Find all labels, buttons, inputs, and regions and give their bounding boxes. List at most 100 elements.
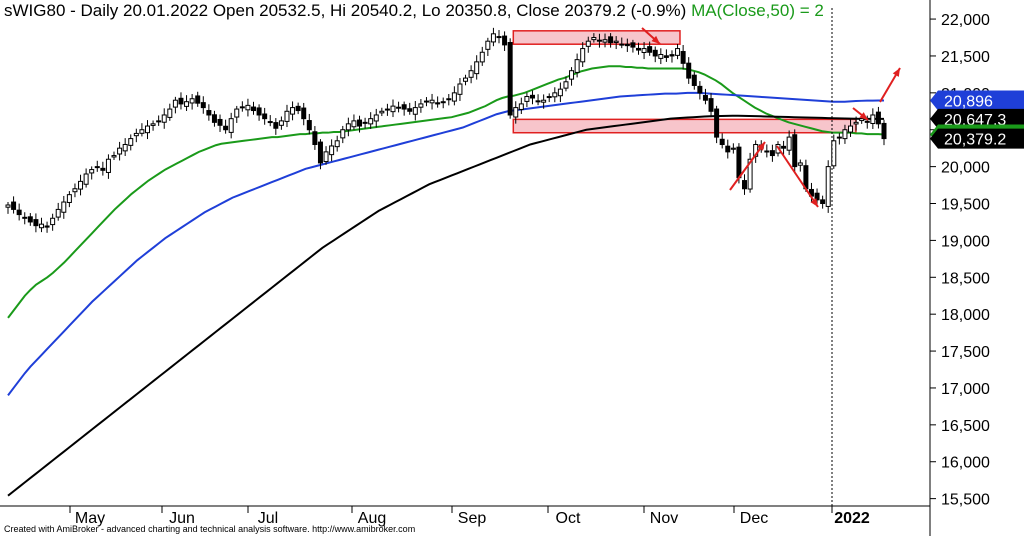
candle-body: [647, 46, 653, 53]
y-tick-label: 21,500: [941, 49, 990, 66]
candle-body: [635, 47, 641, 51]
candle-body: [641, 48, 647, 54]
candle-body: [206, 110, 212, 116]
candle-body: [608, 36, 614, 44]
y-tick-label: 17,000: [941, 381, 990, 398]
candle-body: [312, 131, 318, 145]
candle-body: [373, 114, 379, 122]
candle-body: [396, 106, 402, 109]
candle-body: [217, 118, 223, 126]
candle-body: [429, 99, 435, 104]
ma-line: [7, 114, 885, 497]
ma-line: [7, 65, 885, 319]
candle-body: [848, 125, 854, 133]
candle-body: [842, 129, 848, 140]
candle-body: [836, 136, 842, 139]
candle-body: [211, 114, 217, 123]
candle-body: [446, 98, 452, 101]
y-tick-label: 19,000: [941, 233, 990, 250]
candle-body: [401, 104, 407, 110]
candle-body: [228, 118, 234, 133]
candle-body: [580, 48, 586, 63]
arrow-head: [651, 35, 660, 44]
y-tick-label: 16,500: [941, 418, 990, 435]
candle-body: [117, 147, 123, 155]
candle-body: [144, 125, 150, 134]
candle-body: [61, 201, 67, 213]
ma-label: MA(Close,50) = 2: [691, 1, 824, 20]
candle-body: [184, 101, 190, 107]
candle-body: [708, 98, 714, 112]
candle-body: [658, 53, 664, 59]
arrow-head: [892, 68, 900, 77]
candle-body: [5, 204, 11, 208]
y-tick-label: 22,000: [941, 12, 990, 29]
candle-body: [33, 219, 39, 227]
x-tick-label: May: [75, 510, 105, 527]
ma-line: [7, 91, 884, 396]
candle-body: [552, 92, 558, 98]
candle-body: [563, 81, 569, 89]
candle-body: [384, 108, 390, 111]
candle-body: [669, 54, 675, 57]
candle-body: [100, 167, 106, 171]
candle-body: [262, 113, 268, 120]
candle-body: [239, 106, 245, 109]
x-tick-label: Aug: [358, 510, 386, 527]
candle-body: [474, 61, 480, 75]
candle-body: [557, 88, 563, 97]
candle-body: [362, 121, 368, 124]
candle-body: [797, 162, 803, 166]
candle-body: [223, 125, 229, 131]
candle-body: [11, 201, 17, 210]
candle-body: [351, 120, 357, 128]
candle-body: [340, 129, 346, 139]
y-tick-label: 15,500: [941, 492, 990, 509]
x-tick-label: 2022: [834, 510, 870, 527]
arrow-head: [859, 112, 868, 120]
candle-body: [189, 98, 195, 104]
price-tag-bg: [930, 128, 1024, 149]
candle-body: [423, 100, 429, 103]
candle-body: [513, 107, 519, 118]
chart-title: sWIG80 - Daily 20.01.2022 Open 20532.5, …: [4, 1, 824, 21]
y-tick-label: 17,500: [941, 344, 990, 361]
candle-body: [881, 122, 887, 140]
resistance-zone: [512, 30, 681, 45]
candle-body: [870, 114, 876, 124]
candle-body: [496, 36, 502, 39]
candle-body: [697, 85, 703, 94]
candle-body: [72, 188, 78, 193]
y-tick-label: 19,500: [941, 197, 990, 214]
price-tag-bg: [930, 90, 1024, 111]
candle-body: [680, 51, 686, 64]
candle-body: [686, 62, 692, 79]
candle-body: [502, 35, 508, 46]
x-tick-label: Jun: [169, 510, 195, 527]
candle-body: [725, 145, 731, 153]
candle-body: [663, 55, 669, 58]
candle-body: [747, 158, 753, 190]
candle-body: [463, 77, 469, 82]
price-tag-label: 20,896: [944, 94, 993, 111]
title-text: sWIG80 - Daily 20.01.2022 Open 20532.5, …: [4, 1, 687, 20]
candle-body: [334, 140, 340, 148]
candle-body: [407, 108, 413, 112]
candle-body: [440, 101, 446, 104]
candle-body: [457, 83, 463, 95]
candle-body: [541, 99, 547, 103]
candle-body: [273, 122, 279, 129]
candle-body: [585, 40, 591, 47]
candle-body: [105, 158, 111, 173]
candle-body: [490, 33, 496, 43]
candle-body: [323, 151, 329, 163]
candle-body: [368, 118, 374, 125]
arrow-shaft: [776, 145, 819, 208]
candle-body: [200, 102, 206, 109]
candle-body: [167, 108, 173, 118]
candle-body: [251, 106, 257, 112]
candle-body: [769, 150, 775, 157]
candle-body: [66, 194, 72, 203]
x-tick-label: Dec: [740, 510, 768, 527]
